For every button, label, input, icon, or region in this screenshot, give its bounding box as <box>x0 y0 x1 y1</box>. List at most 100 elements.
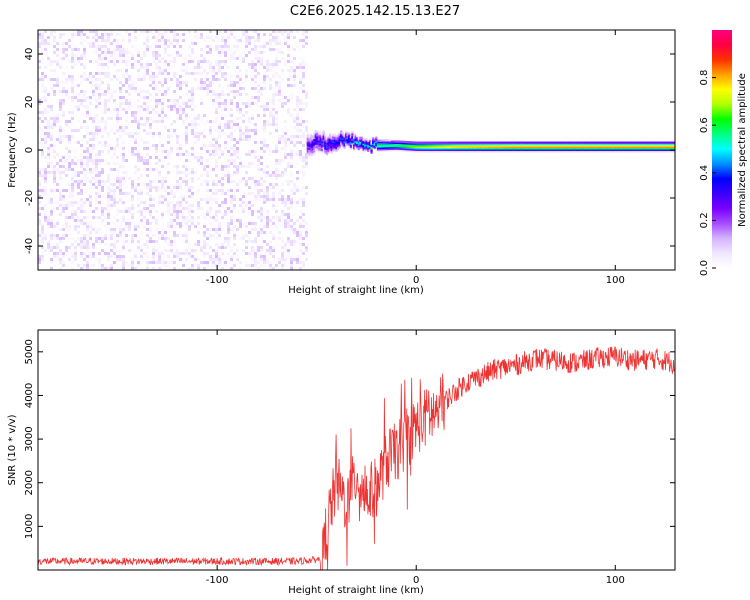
spectrogram-noise-cell <box>293 93 296 96</box>
spectrogram-noise-cell <box>176 165 179 168</box>
spectrogram-noise-cell <box>74 180 77 183</box>
spectrogram-noise-cell <box>158 90 161 93</box>
spectrogram-noise-cell <box>230 51 233 54</box>
spectrogram-noise-cell <box>95 138 98 141</box>
spectrogram-noise-cell <box>98 141 101 144</box>
spectrogram-noise-cell <box>128 135 131 138</box>
spectrogram-noise-cell <box>176 213 179 216</box>
spectrogram-signal-cell <box>494 147 497 150</box>
spectrogram-noise-cell <box>164 156 167 159</box>
spectrogram-noise-cell <box>182 33 185 36</box>
spectrogram-noise-cell <box>236 219 239 222</box>
spectrogram-noise-cell <box>74 162 77 165</box>
spectrogram-noise-cell <box>56 246 59 249</box>
spectrogram-noise-cell <box>167 87 170 90</box>
spectrogram-noise-cell <box>167 162 170 165</box>
spectrogram-noise-cell <box>116 60 119 63</box>
spectrogram-signal-cell <box>343 146 346 149</box>
spectrogram-noise-cell <box>38 129 41 132</box>
spectrogram-signal-cell <box>321 138 324 141</box>
spectrogram-noise-cell <box>290 96 293 99</box>
spectrogram-noise-cell <box>161 249 164 252</box>
spectrogram-noise-cell <box>293 228 296 231</box>
spectrogram-noise-cell <box>284 246 287 249</box>
spectrogram-noise-cell <box>230 159 233 162</box>
spectrogram-noise-cell <box>146 243 149 246</box>
spectrogram-noise-cell <box>86 30 89 33</box>
spectrogram-noise-cell <box>56 237 59 240</box>
spectrogram-signal-cell <box>472 150 475 153</box>
spectrogram-noise-cell <box>293 114 296 117</box>
spectrogram-signal-cell <box>397 149 400 152</box>
spectrogram-noise-cell <box>254 240 257 243</box>
spectrogram-noise-cell <box>53 141 56 144</box>
spectrogram-signal-cell <box>321 139 324 142</box>
spectrogram-noise-cell <box>98 54 101 57</box>
spectrogram-noise-cell <box>218 201 221 204</box>
spectrogram-signal-cell <box>502 145 505 149</box>
spectrogram-noise-cell <box>59 66 62 69</box>
spectrogram-signal-cell <box>424 145 427 149</box>
spectrogram-noise-cell <box>299 39 302 42</box>
spectrogram-noise-cell <box>230 249 233 252</box>
spectrogram-noise-cell <box>113 87 116 90</box>
spectrogram-noise-cell <box>170 204 173 207</box>
spectrogram-noise-cell <box>248 153 251 156</box>
spectrogram-noise-cell <box>47 135 50 138</box>
spectrogram-noise-cell <box>41 33 44 36</box>
spectrogram-noise-cell <box>200 168 203 171</box>
spectrogram-noise-cell <box>53 69 56 72</box>
spectrogram-noise-cell <box>59 156 62 159</box>
spectrogram-noise-cell <box>44 204 47 207</box>
spectrogram-noise-cell <box>266 66 269 69</box>
spectrogram-noise-cell <box>248 120 251 123</box>
spectrogram-noise-cell <box>80 123 83 126</box>
spectrogram-noise-cell <box>74 225 77 228</box>
spectrogram-noise-cell <box>134 189 137 192</box>
spectrogram-noise-cell <box>293 120 296 123</box>
spectrogram-noise-cell <box>203 117 206 120</box>
spectrogram-signal-cell <box>322 139 325 142</box>
spectrogram-noise-cell <box>167 54 170 57</box>
spectrogram-noise-cell <box>203 39 206 42</box>
spectrogram-signal-cell <box>432 150 435 153</box>
spectrogram-signal-cell <box>403 145 407 148</box>
spectrogram-noise-cell <box>62 210 65 213</box>
spectrogram-noise-cell <box>203 96 206 99</box>
spectrogram-noise-cell <box>218 246 221 249</box>
spectrogram-noise-cell <box>131 222 134 225</box>
spectrogram-signal-cell <box>386 147 389 151</box>
spectrogram-noise-cell <box>146 132 149 135</box>
spectrogram-signal-cell <box>400 143 403 146</box>
spectrogram-noise-cell <box>155 213 158 216</box>
spectrogram-noise-cell <box>278 75 281 78</box>
spectrogram-noise-cell <box>56 234 59 237</box>
spectrogram-noise-cell <box>281 213 284 216</box>
spectrogram-noise-cell <box>185 69 188 72</box>
spectrogram-noise-cell <box>155 225 158 228</box>
spectrogram-noise-cell <box>275 174 278 177</box>
spectrogram-noise-cell <box>296 30 299 33</box>
spectrogram-noise-cell <box>68 57 71 60</box>
spectrogram-signal-cell <box>446 147 450 150</box>
spectrogram-noise-cell <box>257 231 260 234</box>
spectrogram-noise-cell <box>224 201 227 204</box>
spectrogram-noise-cell <box>71 51 74 54</box>
spectrogram-noise-cell <box>86 99 89 102</box>
spectrogram-noise-cell <box>131 216 134 219</box>
spectrogram-signal-cell <box>306 145 309 148</box>
spectrogram-noise-cell <box>278 129 281 132</box>
spectrogram-signal-cell <box>400 149 403 152</box>
spectrogram-signal-cell <box>399 147 402 150</box>
spectrogram-noise-cell <box>107 201 110 204</box>
spectrogram-noise-cell <box>50 201 53 204</box>
spectrogram-noise-cell <box>170 243 173 246</box>
spectrogram-noise-cell <box>62 177 65 180</box>
spectrogram-noise-cell <box>260 45 263 48</box>
spectrogram-noise-cell <box>80 99 83 102</box>
spectrogram-signal-cell <box>330 138 333 141</box>
spectrogram-signal-cell <box>317 138 321 141</box>
spectrogram-noise-cell <box>137 99 140 102</box>
spectrogram-noise-cell <box>191 126 194 129</box>
spectrogram-noise-cell <box>86 96 89 99</box>
